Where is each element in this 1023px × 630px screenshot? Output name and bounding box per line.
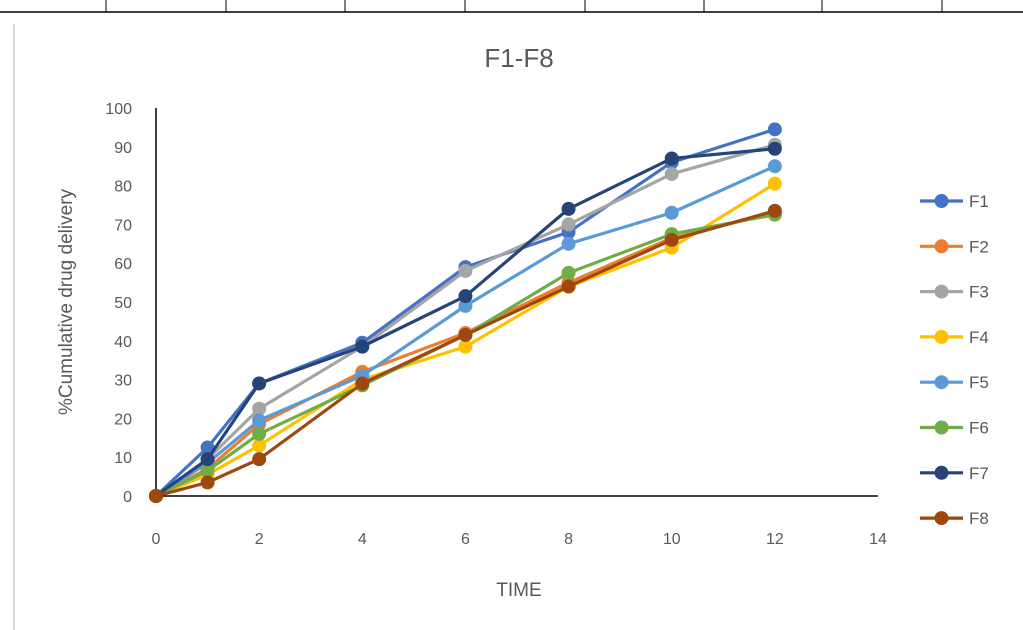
x-axis-title: TIME — [496, 580, 541, 601]
data-point — [200, 463, 215, 478]
legend-label: F2 — [969, 237, 989, 256]
legend-marker — [934, 284, 949, 299]
data-point — [200, 452, 215, 467]
y-tick-label: 60 — [114, 256, 132, 273]
x-tick-label: 2 — [255, 531, 264, 548]
data-point — [767, 176, 782, 191]
x-tick-label: 10 — [663, 531, 681, 548]
y-tick-label: 10 — [114, 450, 132, 467]
data-point — [252, 426, 267, 441]
legend-marker — [934, 420, 949, 435]
data-point — [458, 263, 473, 278]
y-tick-label: 70 — [114, 217, 132, 234]
series-line — [154, 147, 777, 498]
data-point — [767, 122, 782, 137]
x-tick-label: 14 — [869, 531, 887, 548]
y-axis-title: %Cumulative drug delivery — [56, 189, 77, 415]
y-tick-label: 20 — [114, 411, 132, 428]
series-line — [154, 209, 777, 498]
legend-label: F6 — [969, 419, 989, 438]
data-point — [767, 141, 782, 156]
legend-item: F3 — [920, 283, 989, 302]
legend-marker — [934, 194, 949, 208]
y-tick-label: 0 — [123, 489, 132, 506]
chart-title: F1-F8 — [484, 43, 553, 73]
series-line — [154, 143, 777, 498]
y-tick-label: 30 — [114, 373, 132, 390]
y-tick-label: 90 — [114, 140, 132, 157]
x-tick-label: 4 — [358, 531, 367, 548]
data-point — [149, 489, 163, 503]
data-point — [664, 166, 679, 181]
data-point — [561, 236, 576, 251]
x-tick-label: 12 — [766, 531, 784, 548]
data-point — [355, 339, 370, 354]
series-line — [154, 164, 777, 498]
plot-series — [149, 122, 782, 503]
series-f8 — [149, 203, 782, 503]
y-tick-label: 80 — [114, 179, 132, 196]
series-line — [154, 127, 777, 498]
data-point — [252, 376, 267, 391]
data-point — [561, 217, 576, 232]
legend-marker — [934, 465, 949, 480]
series-f7 — [149, 141, 782, 503]
legend-item: F7 — [920, 464, 989, 483]
data-point — [252, 438, 267, 453]
legend-label: F7 — [969, 464, 989, 483]
legend-marker — [934, 239, 949, 254]
legend-item: F2 — [920, 237, 989, 256]
series-f3 — [149, 137, 782, 503]
legend-item: F1 — [920, 192, 989, 211]
legend-marker — [934, 329, 949, 344]
data-point — [664, 205, 679, 220]
data-point — [458, 339, 473, 354]
data-point — [252, 401, 267, 416]
data-point — [561, 201, 576, 216]
data-point — [767, 159, 782, 174]
legend: F1 F2 F3 F4 F5 F6 F7 F8 — [920, 192, 989, 528]
y-tick-label: 40 — [114, 334, 132, 351]
y-tick-label: 100 — [105, 101, 132, 118]
data-point — [200, 440, 215, 455]
x-axis-ticks: 0 2 4 6 8 10 12 14 — [152, 531, 887, 548]
data-point — [252, 452, 267, 467]
data-point — [561, 279, 576, 294]
series-f6 — [149, 207, 782, 503]
legend-item: F6 — [920, 419, 989, 438]
data-point — [458, 327, 473, 342]
legend-label: F1 — [969, 192, 989, 211]
y-axis-ticks: 0 10 20 30 40 50 60 70 80 90 100 — [105, 101, 132, 506]
legend-marker — [934, 375, 949, 390]
series-f2 — [149, 205, 782, 503]
data-point — [458, 289, 473, 304]
legend-item: F4 — [920, 328, 989, 347]
data-point — [664, 232, 679, 247]
table-fragment — [0, 0, 1023, 13]
series-line — [154, 211, 777, 498]
legend-label: F8 — [969, 509, 989, 528]
legend-label: F3 — [969, 283, 989, 302]
data-point — [458, 298, 473, 313]
x-tick-label: 0 — [152, 531, 161, 548]
series-line — [154, 213, 777, 498]
data-point — [355, 376, 370, 391]
series-line — [154, 182, 777, 498]
data-point — [561, 265, 576, 280]
x-tick-label: 8 — [564, 531, 573, 548]
data-point — [200, 475, 215, 490]
data-point — [252, 413, 267, 428]
legend-item: F5 — [920, 373, 989, 392]
legend-marker — [934, 511, 949, 526]
y-tick-label: 50 — [114, 295, 132, 312]
data-point — [664, 151, 679, 166]
data-point — [767, 203, 782, 218]
legend-item: F8 — [920, 509, 989, 528]
legend-label: F4 — [969, 328, 989, 347]
legend-label: F5 — [969, 373, 989, 392]
x-tick-label: 6 — [461, 531, 470, 548]
